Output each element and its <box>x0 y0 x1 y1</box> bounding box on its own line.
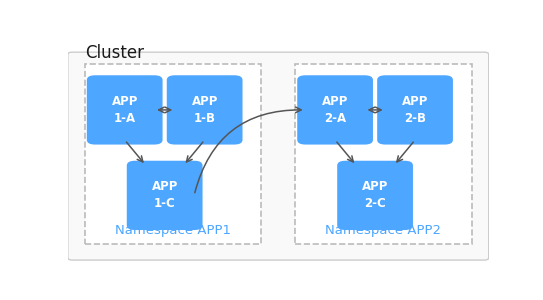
FancyBboxPatch shape <box>167 75 243 145</box>
FancyBboxPatch shape <box>127 161 203 230</box>
FancyBboxPatch shape <box>337 161 413 230</box>
FancyBboxPatch shape <box>85 64 261 244</box>
FancyBboxPatch shape <box>377 75 453 145</box>
Text: APP
2-A: APP 2-A <box>322 95 348 125</box>
Text: Namespace APP2: Namespace APP2 <box>325 224 441 237</box>
FancyBboxPatch shape <box>87 75 162 145</box>
Text: Cluster: Cluster <box>85 44 144 62</box>
FancyBboxPatch shape <box>295 64 472 244</box>
Text: APP
2-B: APP 2-B <box>402 95 428 125</box>
Text: APP
1-C: APP 1-C <box>151 180 178 210</box>
FancyBboxPatch shape <box>297 75 373 145</box>
Text: Namespace APP1: Namespace APP1 <box>115 224 231 237</box>
Text: APP
2-C: APP 2-C <box>362 180 388 210</box>
FancyBboxPatch shape <box>68 52 489 260</box>
Text: APP
1-B: APP 1-B <box>192 95 218 125</box>
Text: APP
1-A: APP 1-A <box>111 95 138 125</box>
